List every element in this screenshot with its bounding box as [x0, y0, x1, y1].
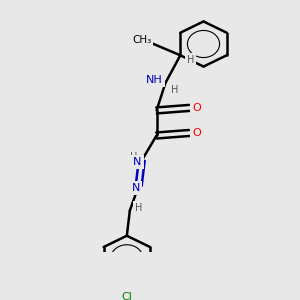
Text: H: H	[130, 152, 137, 162]
Text: O: O	[192, 128, 201, 138]
Text: NH: NH	[146, 75, 163, 85]
Text: O: O	[192, 103, 201, 113]
Text: N: N	[133, 157, 142, 167]
Text: CH₃: CH₃	[132, 35, 151, 45]
Text: H: H	[135, 203, 142, 213]
Text: H: H	[187, 55, 194, 65]
Text: Cl: Cl	[122, 292, 132, 300]
Text: H: H	[171, 85, 178, 95]
Text: N: N	[132, 183, 140, 193]
